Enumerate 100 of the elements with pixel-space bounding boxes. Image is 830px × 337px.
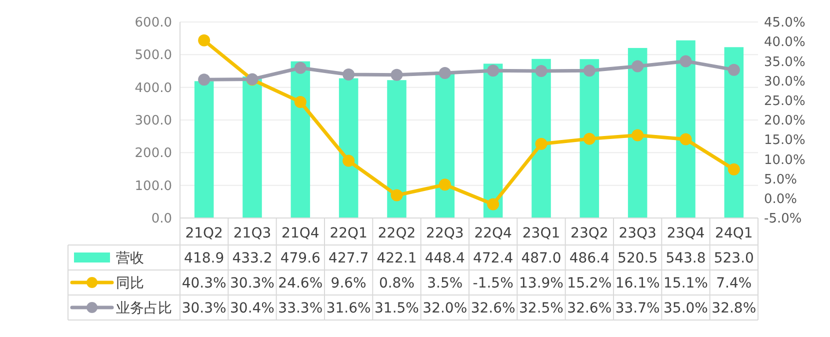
data-label: 479.6 <box>280 250 321 266</box>
x-tick-label: 21Q4 <box>282 225 320 242</box>
y-tick-label: 0.0 <box>151 212 172 227</box>
data-label: 35.0% <box>664 300 708 316</box>
data-label: 32.8% <box>712 300 756 316</box>
point <box>680 55 692 68</box>
x-tick-label: 22Q4 <box>474 225 512 242</box>
point <box>342 68 355 81</box>
data-label: 486.4 <box>569 250 610 266</box>
point <box>294 62 306 74</box>
data-label: 24.6% <box>278 275 323 292</box>
point <box>390 68 403 81</box>
x-tick-label: 22Q3 <box>426 225 464 242</box>
data-label: 13.9% <box>519 275 564 292</box>
point <box>342 154 355 167</box>
point <box>438 178 451 191</box>
data-label: 30.4% <box>230 300 274 316</box>
bar <box>532 58 551 218</box>
x-tick-label: 23Q2 <box>570 225 608 242</box>
data-label: -1.5% <box>472 275 514 292</box>
data-label: 472.4 <box>473 250 514 266</box>
y2-tick-label: 40.0% <box>764 35 806 50</box>
data-label: 15.2% <box>567 275 612 292</box>
point <box>198 74 210 86</box>
data-label: 0.8% <box>378 275 415 292</box>
point <box>728 64 740 76</box>
data-label: 418.9 <box>184 250 224 266</box>
data-label: 32.6% <box>567 300 612 316</box>
data-label: 16.1% <box>615 275 660 292</box>
point <box>438 66 451 79</box>
y-tick-label: 300.0 <box>134 114 172 129</box>
data-label: 33.7% <box>615 300 660 316</box>
data-label: 30.3% <box>182 300 226 316</box>
point <box>632 129 644 142</box>
data-label: 30.3% <box>230 275 274 292</box>
y2-tick-label: 5.0% <box>764 172 798 188</box>
data-label: 433.2 <box>232 250 272 266</box>
data-label: 3.5% <box>427 275 463 292</box>
y-tick-label: 600.0 <box>134 16 172 31</box>
data-label: 9.6% <box>330 275 366 292</box>
bar <box>676 40 696 218</box>
y2-tick-label: 15.0% <box>764 133 806 148</box>
data-label: 33.3% <box>278 300 323 316</box>
point <box>583 64 596 77</box>
y2-tick-label: 35.0% <box>764 54 806 70</box>
data-label: 427.7 <box>328 250 369 266</box>
point <box>728 163 740 176</box>
y-tick-label: 500.0 <box>134 48 172 64</box>
bar <box>290 61 310 218</box>
x-tick-label: 22Q2 <box>378 225 416 242</box>
y-tick-label: 400.0 <box>134 80 172 96</box>
bar <box>338 78 358 218</box>
data-label: 520.5 <box>618 250 658 266</box>
data-label: 543.8 <box>666 250 706 266</box>
bar <box>387 80 406 218</box>
x-tick-label: 23Q1 <box>522 225 560 242</box>
x-tick-label: 23Q3 <box>618 225 656 242</box>
legend-label: 营收 <box>116 250 144 266</box>
y2-tick-label: 25.0% <box>764 94 806 109</box>
y-tick-label: 200.0 <box>134 146 172 162</box>
y2-tick-label: 10.0% <box>764 152 806 168</box>
data-label: 422.1 <box>376 250 417 266</box>
y2-tick-label: 45.0% <box>764 16 806 31</box>
x-tick-label: 22Q1 <box>330 225 368 242</box>
bar <box>580 59 600 218</box>
y-tick-label: 100.0 <box>134 178 172 194</box>
x-tick-label: 23Q4 <box>666 225 705 242</box>
bar <box>435 72 455 218</box>
data-label: 7.4% <box>716 275 752 292</box>
point <box>294 96 306 108</box>
data-label: 32.5% <box>519 300 564 316</box>
x-tick-label: 24Q1 <box>715 225 753 242</box>
data-label: 40.3% <box>182 275 226 292</box>
bar <box>194 81 214 218</box>
point <box>198 34 210 46</box>
point <box>680 133 692 146</box>
bar <box>242 76 262 218</box>
point <box>632 60 644 72</box>
y2-tick-label: 20.0% <box>764 114 806 129</box>
data-label: 15.1% <box>664 275 708 292</box>
point <box>487 198 500 210</box>
bar <box>724 47 744 218</box>
point <box>390 189 403 202</box>
data-label: 448.4 <box>424 250 466 266</box>
x-tick-label: 21Q3 <box>233 225 272 242</box>
legend-label: 业务占比 <box>116 300 172 316</box>
data-label: 32.0% <box>422 300 468 316</box>
point <box>535 138 548 150</box>
data-label: 487.0 <box>521 250 562 266</box>
bar <box>628 48 648 218</box>
y2-tick-label: 0.0% <box>764 192 798 207</box>
x-tick-label: 21Q2 <box>185 225 223 242</box>
point <box>487 64 500 77</box>
point <box>583 132 596 145</box>
data-label: 31.5% <box>374 300 419 316</box>
legend-label: 同比 <box>116 275 144 292</box>
point <box>535 65 548 77</box>
y2-tick-label: -5.0% <box>764 212 802 227</box>
y2-tick-label: 30.0% <box>764 74 806 90</box>
data-label: 523.0 <box>714 250 754 266</box>
